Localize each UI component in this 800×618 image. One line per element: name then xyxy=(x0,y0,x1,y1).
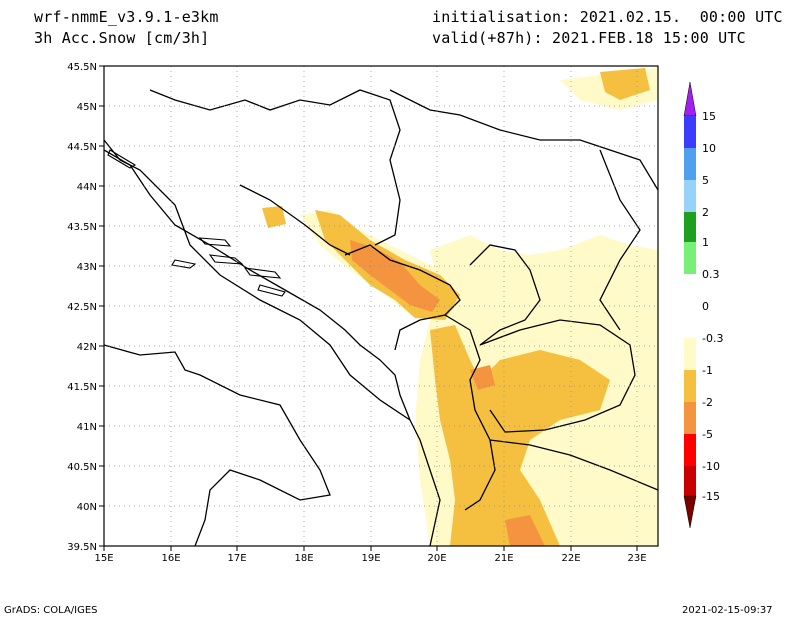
colorbar-label: 0.3 xyxy=(702,268,720,281)
snow-area-heavy xyxy=(350,240,440,312)
valid-label: valid(+87h): 2021.FEB.18 15:00 UTC xyxy=(432,29,746,47)
lat-label: 44N xyxy=(77,182,97,193)
lon-label: 19E xyxy=(361,553,380,564)
montenegro-border xyxy=(344,244,461,351)
snow-area-moderate-3 xyxy=(262,206,286,228)
lat-label: 43.5N xyxy=(67,222,97,233)
colorbar-label: 15 xyxy=(702,110,716,123)
colorbar-bottom-arrow xyxy=(683,495,697,529)
lon-label: 18E xyxy=(294,553,313,564)
lon-label: 15E xyxy=(94,553,113,564)
colorbar-labels: 15 10 5 2 1 0.3 0 -0.3 -1 -2 -5 -10 -15 xyxy=(702,110,723,503)
field-label: 3h Acc.Snow [cm/3h] xyxy=(34,29,210,47)
snow-area-heavy-3 xyxy=(505,515,545,546)
snow-area-heavy-2 xyxy=(470,365,495,390)
lon-label: 23E xyxy=(627,553,646,564)
colorbar-label: -10 xyxy=(702,460,720,473)
lat-label: 40N xyxy=(77,502,97,513)
bih-border xyxy=(149,89,401,256)
model-label: wrf-nmmE_v3.9.1-e3km xyxy=(34,8,219,26)
colorbar-swatch xyxy=(684,434,696,466)
lat-label: 39.5N xyxy=(67,542,97,553)
lon-label: 16E xyxy=(161,553,180,564)
colorbar-label: 10 xyxy=(702,142,716,155)
snow-area-moderate-4 xyxy=(600,68,650,100)
greece-border xyxy=(489,439,658,491)
bulgaria-border xyxy=(599,149,641,331)
lon-label: 17E xyxy=(227,553,246,564)
albania-border xyxy=(444,314,496,511)
serbia-border xyxy=(389,89,658,191)
colorbar-label: 0 xyxy=(702,300,709,313)
coastlines xyxy=(104,89,658,546)
italy-coast xyxy=(104,139,411,546)
lat-label: 42N xyxy=(77,342,97,353)
credit-label: GrADS: COLA/IGES xyxy=(4,605,98,616)
colorbar-label: 1 xyxy=(702,236,709,249)
lat-label: 41N xyxy=(77,422,97,433)
lat-label: 44.5N xyxy=(67,142,97,153)
colorbar-label: -1 xyxy=(702,364,713,377)
colorbar-swatch xyxy=(684,242,696,274)
colorbar-swatch xyxy=(684,212,696,242)
lat-label: 45N xyxy=(77,102,97,113)
colorbar: 15 10 5 2 1 0.3 0 -0.3 -1 -2 -5 -10 -15 xyxy=(683,81,723,529)
timestamp-label: 2021-02-15-09:37 xyxy=(682,605,773,616)
colorbar-swatch xyxy=(684,402,696,434)
colorbar-swatch xyxy=(684,116,696,148)
colorbar-swatch xyxy=(684,180,696,212)
colorbar-label: -15 xyxy=(702,490,720,503)
snow-field xyxy=(262,68,658,546)
colorbar-label: 5 xyxy=(702,174,709,187)
grid-lines xyxy=(104,66,658,546)
kosovo-border xyxy=(469,244,541,346)
lon-label: 22E xyxy=(561,553,580,564)
croatia-coast xyxy=(104,149,441,546)
lon-label: 21E xyxy=(494,553,513,564)
lat-label: 40.5N xyxy=(67,462,97,473)
lat-label: 42.5N xyxy=(67,302,97,313)
colorbar-swatch xyxy=(684,338,696,370)
axis-ticks xyxy=(99,65,638,551)
colorbar-label: -0.3 xyxy=(702,332,723,345)
colorbar-top-arrow xyxy=(683,81,697,117)
lat-label: 41.5N xyxy=(67,382,97,393)
colorbar-swatch xyxy=(684,274,696,338)
lat-labels: 45.5N 45N 44.5N 44N 43.5N 43N 42.5N 42N … xyxy=(67,62,97,553)
islands xyxy=(107,149,286,297)
lat-label: 43N xyxy=(77,262,97,273)
lon-label: 20E xyxy=(427,553,446,564)
lat-label: 45.5N xyxy=(67,62,97,73)
colorbar-swatch xyxy=(684,370,696,402)
init-label: initialisation: 2021.02.15. 00:00 UTC xyxy=(432,8,783,26)
colorbar-label: -5 xyxy=(702,428,713,441)
lon-labels: 15E 16E 17E 18E 19E 20E 21E 22E 23E xyxy=(94,553,646,564)
colorbar-label: -2 xyxy=(702,396,713,409)
colorbar-swatch xyxy=(684,466,696,496)
colorbar-swatch xyxy=(684,148,696,180)
macedonia-border xyxy=(479,319,636,433)
colorbar-label: 2 xyxy=(702,206,709,219)
